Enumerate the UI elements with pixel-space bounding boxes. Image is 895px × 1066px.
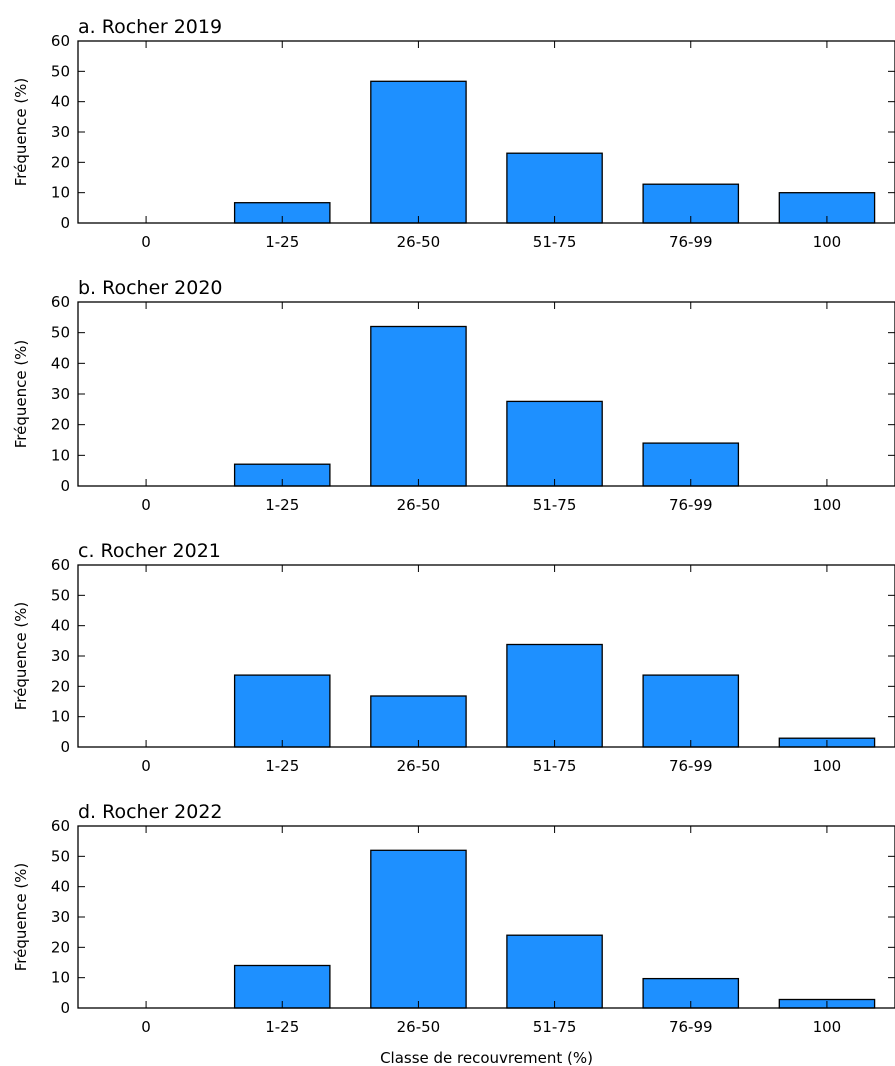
y-tick-label: 20 [51, 677, 70, 695]
x-tick-label: 0 [141, 233, 151, 251]
y-tick-label: 40 [51, 617, 70, 635]
y-tick-label: 20 [51, 153, 70, 171]
plot-frame [77, 301, 895, 487]
plot-frame [77, 40, 895, 224]
y-tick-label: 60 [51, 32, 70, 50]
chart-panel-2: b. Rocher 2020 Fréquence (%) 0 10 20 30 40 50 60… [12, 277, 895, 514]
y-tick-label: 50 [51, 586, 70, 604]
x-tick-label: 100 [813, 496, 842, 514]
x-tick-label: 0 [141, 496, 151, 514]
x-tick-label: 76-99 [669, 1018, 713, 1036]
y-tick-label: 50 [51, 62, 70, 80]
x-tick-label: 26-50 [397, 1018, 441, 1036]
x-tick-label: 1-25 [265, 1018, 299, 1036]
x-tick-label: 51-75 [533, 1018, 577, 1036]
y-tick-label: 0 [60, 214, 70, 232]
y-tick-label: 60 [51, 293, 70, 311]
x-axis-label: Classe de recouvrement (%) [380, 1049, 593, 1066]
x-tick-label: 1-25 [265, 757, 299, 775]
x-tick-label: 100 [813, 233, 842, 251]
y-tick-label: 40 [51, 354, 70, 372]
y-tick-label: 10 [51, 446, 70, 464]
plot-frame [77, 825, 895, 1009]
y-tick-label: 30 [51, 123, 70, 141]
x-tick-label: 26-50 [397, 496, 441, 514]
y-axis-label: Fréquence (%) [12, 602, 30, 711]
y-axis-label: Fréquence (%) [12, 340, 30, 449]
y-tick-label: 10 [51, 184, 70, 202]
y-tick-label: 40 [51, 878, 70, 896]
y-tick-label: 30 [51, 385, 70, 403]
bar-51-75 [506, 152, 603, 224]
y-tick-label: 60 [51, 556, 70, 574]
x-tick-label: 100 [813, 757, 842, 775]
x-tick-label: 76-99 [669, 496, 713, 514]
x-tick-label: 51-75 [533, 496, 577, 514]
x-tick-label: 76-99 [669, 233, 713, 251]
x-tick-label: 1-25 [265, 233, 299, 251]
x-tick-label: 26-50 [397, 233, 441, 251]
x-tick-label: 1-25 [265, 496, 299, 514]
chart-title: c. Rocher 2021 [78, 540, 221, 562]
chart-panel-3: c. Rocher 2021 Fréquence (%) 0 10 20 30 40 50 60… [12, 540, 895, 775]
bar-51-75 [506, 643, 603, 748]
x-tick-label: 0 [141, 1018, 151, 1036]
y-tick-label: 30 [51, 647, 70, 665]
x-tick-label: 51-75 [533, 233, 577, 251]
y-tick-label: 50 [51, 847, 70, 865]
y-tick-label: 30 [51, 908, 70, 926]
x-tick-label: 0 [141, 757, 151, 775]
plot-frame [77, 564, 895, 748]
bar-51-75 [506, 400, 603, 487]
y-tick-label: 10 [51, 708, 70, 726]
bar-26-50 [370, 849, 467, 1009]
bar-26-50 [370, 695, 467, 748]
y-axis-label: Fréquence (%) [12, 863, 30, 972]
y-tick-label: 40 [51, 93, 70, 111]
bar-26-50 [370, 325, 467, 487]
y-tick-label: 0 [60, 999, 70, 1017]
y-tick-label: 20 [51, 416, 70, 434]
chart-title: a. Rocher 2019 [78, 16, 222, 38]
x-tick-label: 76-99 [669, 757, 713, 775]
y-tick-label: 0 [60, 477, 70, 495]
y-tick-label: 10 [51, 969, 70, 987]
y-tick-label: 50 [51, 324, 70, 342]
bar-51-75 [506, 934, 603, 1009]
y-tick-label: 0 [60, 738, 70, 756]
chart-panel-1: a. Rocher 2019 Fréquence (%) 0 10 20 30 40 50 60… [12, 16, 895, 251]
x-tick-label: 100 [813, 1018, 842, 1036]
y-tick-label: 60 [51, 817, 70, 835]
bar-26-50 [370, 80, 467, 224]
bar-76-99 [642, 674, 740, 748]
x-tick-label: 51-75 [533, 757, 577, 775]
bar-1-25 [233, 674, 331, 748]
y-tick-label: 20 [51, 938, 70, 956]
chart-title: d. Rocher 2022 [78, 801, 223, 823]
chart-panel-4: d. Rocher 2022 Fréquence (%) 0 10 20 30 40 50 60… [12, 801, 895, 1066]
chart-title: b. Rocher 2020 [78, 277, 223, 299]
y-axis-label: Fréquence (%) [12, 78, 30, 187]
x-tick-label: 26-50 [397, 757, 441, 775]
